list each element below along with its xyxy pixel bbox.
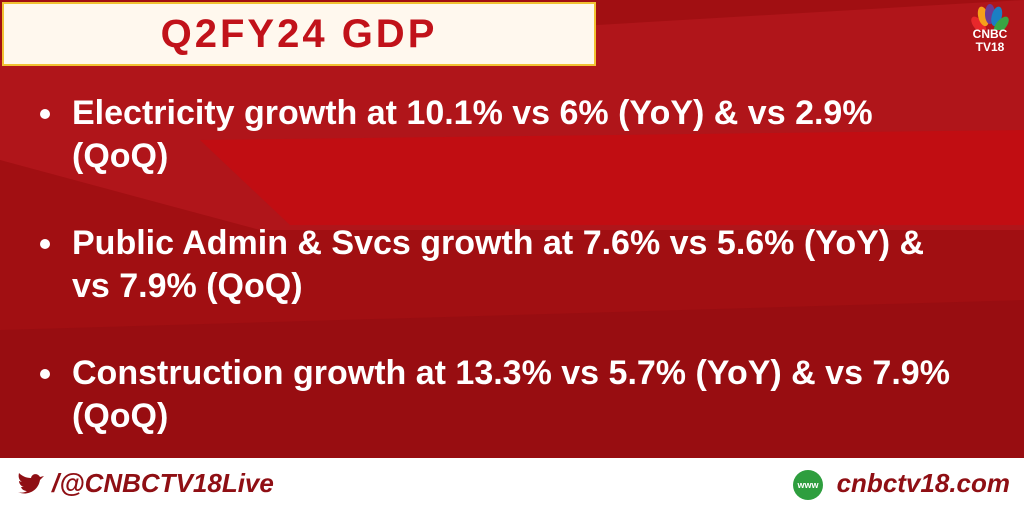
logo: CNBC TV18 [960,2,1020,58]
bullet-item: Construction growth at 13.3% vs 5.7% (Yo… [38,352,968,482]
twitter-icon [18,473,44,494]
logo-bottom: TV18 [975,40,1005,54]
bullet-item: Electricity growth at 10.1% vs 6% (YoY) … [38,92,968,222]
globe-icon: www [793,470,823,500]
title: Q2FY24 GDP [160,11,438,56]
title-box: Q2FY24 GDP [2,2,596,66]
bullet-list: Electricity growth at 10.1% vs 6% (YoY) … [38,92,968,482]
logo-top: CNBC [972,27,1008,41]
website: cnbctv18.com [836,468,1010,498]
bullet-item: Public Admin & Svcs growth at 7.6% vs 5.… [38,222,968,352]
footer: /@CNBCTV18Live www cnbctv18.com [0,458,1024,512]
twitter-handle: /@CNBCTV18Live [52,468,274,498]
background [0,0,1024,230]
peacock-icon [971,4,1009,30]
